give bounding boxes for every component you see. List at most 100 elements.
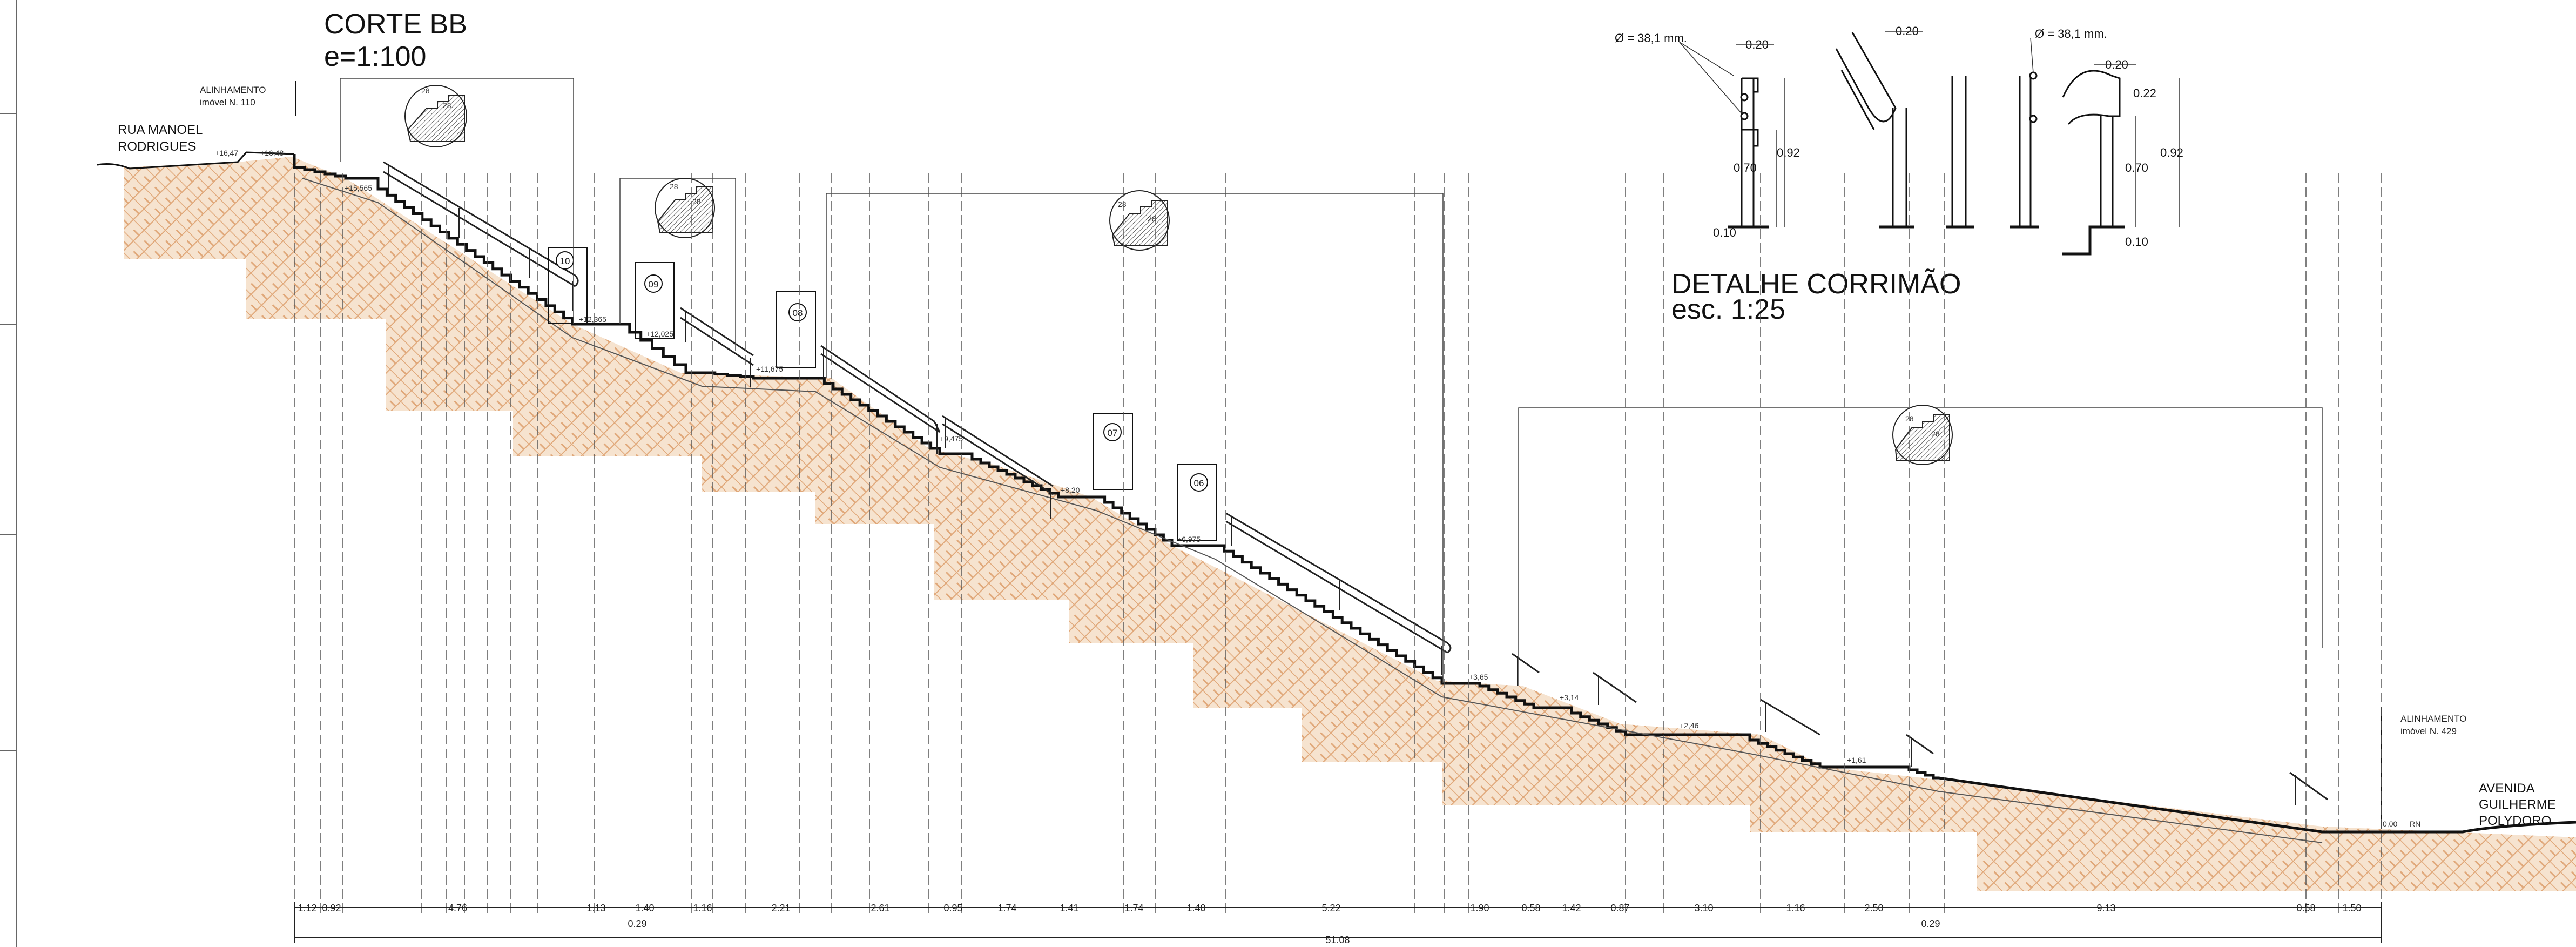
dimension-label: 1.41 [1060, 903, 1078, 914]
handrail-detail-dims: Ø = 38,1 mm. Ø = 38,1 mm. 0.20 0.20 0.20… [1615, 24, 2183, 248]
dimension-label: 1.74 [1124, 903, 1143, 914]
step-detail-bubble-3: 28 28 [1109, 190, 1170, 251]
section-scale: e=1:100 [324, 41, 426, 72]
level-marker-11: +3,14 [1560, 693, 1579, 702]
alignment-left-line1: ALINHAMENTO [200, 85, 266, 95]
dimension-label: 4.76 [448, 903, 467, 914]
level-marker-14: 0,00 [2383, 820, 2397, 828]
dimension-label: 0.58 [1521, 903, 1540, 914]
dimension-label: 9.13 [2096, 903, 2115, 914]
dimension-label: 1.12 [298, 903, 316, 914]
alignment-right-line2: imóvel N. 429 [2400, 726, 2457, 736]
level-marker-8: +8,20 [1061, 486, 1080, 494]
level-marker-6: +11,675 [756, 365, 783, 373]
dimension-label: 1.40 [1186, 903, 1205, 914]
landing-tag-07-label: 07 [1108, 428, 1118, 438]
dimension-label: 1.13 [586, 903, 605, 914]
dimension-label: 1.90 [1470, 903, 1489, 914]
step-detail-bubble-2: 28 28 [655, 178, 715, 238]
level-marker-7: +9,475 [940, 434, 963, 443]
step-detail-bracket-2 [619, 178, 736, 351]
dimension-label: 2.21 [771, 903, 790, 914]
level-marker-1: +16,47 [215, 149, 238, 157]
level-marker-10: +3,65 [1469, 673, 1488, 681]
ground-line-left [97, 151, 295, 170]
dimension-label: 0.95 [943, 903, 962, 914]
level-marker-12: +2,46 [1680, 721, 1699, 730]
level-markers: +16,47 +16,48 +15,565 +12,365 +12,025 +1… [215, 149, 2420, 828]
detail-scale: esc. 1:25 [1671, 294, 1785, 325]
dimension-label: 0.87 [1610, 903, 1629, 914]
dimension-label: 1.16 [1786, 903, 1805, 914]
step-detail-bracket-1 [340, 78, 574, 324]
rail-diameter-a: Ø = 38,1 mm. [1615, 31, 1687, 45]
street-right-line2: GUILHERME [2479, 797, 2556, 812]
landing-tag-09: 09 [635, 262, 675, 339]
level-marker-5: +12,025 [646, 330, 673, 338]
dimension-label: 2.61 [871, 903, 889, 914]
step-detail-2-riser: 28 [670, 182, 678, 191]
step-detail-bubble-4: 28 28 [1892, 405, 1953, 465]
section-title: CORTE BB [324, 9, 467, 40]
landing-tag-06-label: 06 [1194, 478, 1204, 488]
step-detail-4-tread: 28 [1931, 429, 1940, 438]
stair-profile [293, 154, 2576, 834]
rail-base-2: 0.10 [2125, 235, 2148, 248]
level-marker-rn: RN [2410, 820, 2420, 828]
level-marker-9: +6,975 [1177, 535, 1201, 543]
dimension-labels: 1.12 0.92 4.76 1.13 1.40 1.16 2.21 2.61 0.95 1.74… [298, 903, 2361, 914]
handrails [383, 161, 2328, 801]
dimension-label: 2.50 [1864, 903, 1883, 914]
handrail-detail [1728, 32, 2125, 256]
stair-profile-under [302, 178, 2323, 843]
dimension-label: 0.58 [2296, 903, 2315, 914]
landing-tag-08-label: 08 [793, 308, 803, 318]
level-marker-13: +1,61 [1847, 756, 1866, 764]
dimension-label: 1.42 [1562, 903, 1581, 914]
rail-height-3: 0.92 [2160, 146, 2183, 159]
step-detail-4-riser: 28 [1905, 414, 1914, 423]
alignment-left-line2: imóvel N. 110 [200, 97, 255, 108]
step-detail-bubble-1: 28 28 [404, 85, 467, 147]
step-detail-2-tread: 28 [692, 197, 701, 206]
rail-posts [388, 165, 2296, 805]
step-detail-1-riser: 28 [421, 86, 430, 95]
dimension-label: 0.92 [322, 903, 341, 914]
dimension-label: 1.74 [997, 903, 1016, 914]
handrail-detail-dim-lines [1679, 31, 2180, 227]
step-detail-1-tread: 28 [443, 101, 451, 110]
sub-dimension-2: 0.29 [1921, 918, 1940, 929]
level-marker-2: +16,48 [260, 149, 284, 157]
landing-tag-06: 06 [1177, 464, 1217, 541]
sub-dimension-1: 0.29 [628, 918, 646, 929]
level-marker-3: +15,565 [345, 184, 372, 192]
level-marker-4: +12,365 [579, 315, 606, 324]
dimension-label: 1.40 [635, 903, 654, 914]
street-left-line2: RODRIGUES [118, 139, 196, 154]
rail-height-4: 0.70 [2125, 161, 2148, 174]
rail-height-1: 0.92 [1777, 146, 1800, 159]
alignment-right-line1: ALINHAMENTO [2400, 714, 2467, 724]
dimension-label: 3.10 [1694, 903, 1713, 914]
street-left-line1: RUA MANOEL [118, 123, 203, 137]
dimension-label: 1.16 [693, 903, 712, 914]
landing-tag-07: 07 [1093, 413, 1133, 490]
step-detail-3-riser: 28 [1118, 200, 1127, 209]
rail-height-2: 0.70 [1734, 161, 1757, 174]
landing-tag-10-label: 10 [560, 256, 570, 266]
dimension-label: 1.50 [2342, 903, 2361, 914]
landing-tag-09-label: 09 [649, 279, 659, 290]
dimension-verticals [294, 173, 2382, 913]
sheet-frame [0, 0, 17, 947]
rail-gap-1: 0.22 [2133, 86, 2156, 100]
earth-fill [124, 157, 2576, 891]
total-dimension: 51.08 [1325, 935, 1350, 945]
landing-tag-10: 10 [548, 247, 588, 324]
rail-base-1: 0.10 [1713, 226, 1736, 239]
dimension-label: 5.22 [1321, 903, 1340, 914]
step-detail-3-tread: 28 [1148, 214, 1156, 223]
rail-diameter-b: Ø = 38,1 mm. [2035, 27, 2107, 41]
landing-tag-08: 08 [776, 291, 816, 368]
street-right-line1: AVENIDA [2479, 781, 2535, 796]
